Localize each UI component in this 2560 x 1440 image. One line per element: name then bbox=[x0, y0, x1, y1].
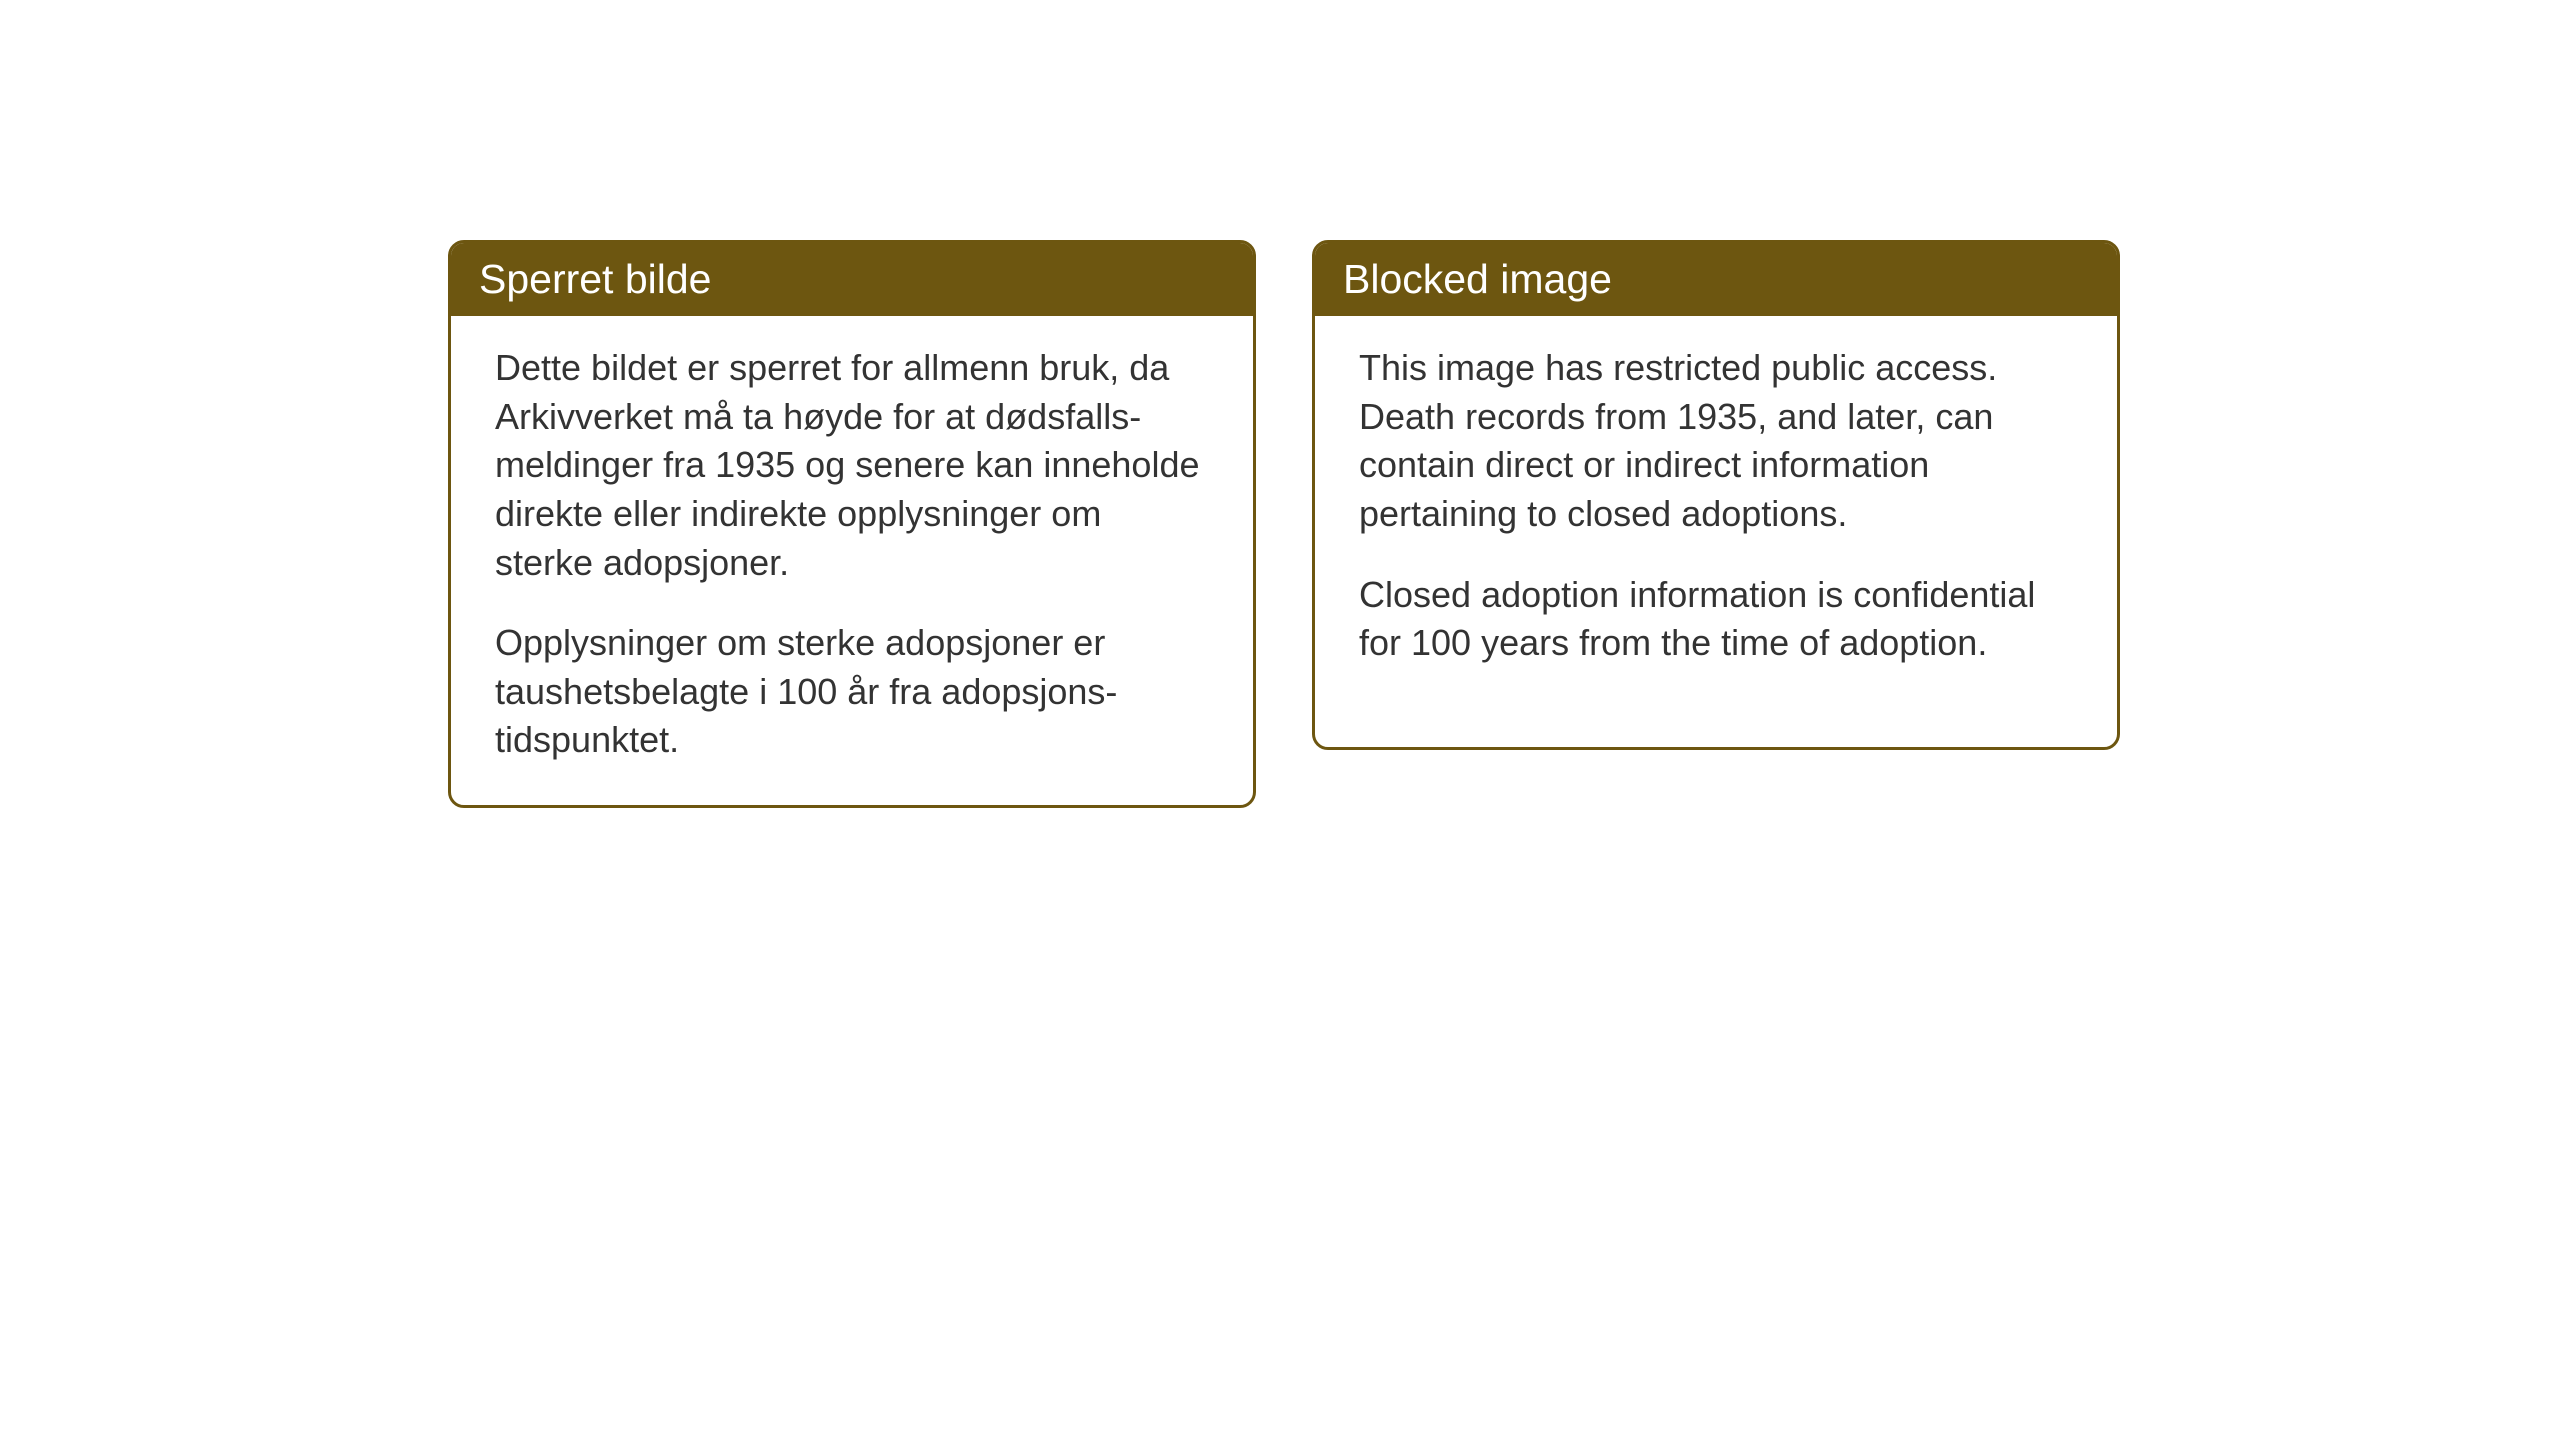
card-paragraph-1-english: This image has restricted public access.… bbox=[1359, 344, 2073, 538]
card-paragraph-2-norwegian: Opplysninger om sterke adopsjoner er tau… bbox=[495, 619, 1209, 765]
notice-card-norwegian: Sperret bilde Dette bildet er sperret fo… bbox=[448, 240, 1256, 808]
card-paragraph-2-english: Closed adoption information is confident… bbox=[1359, 571, 2073, 668]
notice-card-english: Blocked image This image has restricted … bbox=[1312, 240, 2120, 750]
card-title-english: Blocked image bbox=[1343, 256, 1612, 302]
card-title-norwegian: Sperret bilde bbox=[479, 256, 711, 302]
card-body-norwegian: Dette bildet er sperret for allmenn bruk… bbox=[451, 316, 1253, 805]
card-body-english: This image has restricted public access.… bbox=[1315, 316, 2117, 708]
card-header-english: Blocked image bbox=[1315, 243, 2117, 316]
card-header-norwegian: Sperret bilde bbox=[451, 243, 1253, 316]
card-paragraph-1-norwegian: Dette bildet er sperret for allmenn bruk… bbox=[495, 344, 1209, 587]
notice-container: Sperret bilde Dette bildet er sperret fo… bbox=[448, 240, 2120, 808]
